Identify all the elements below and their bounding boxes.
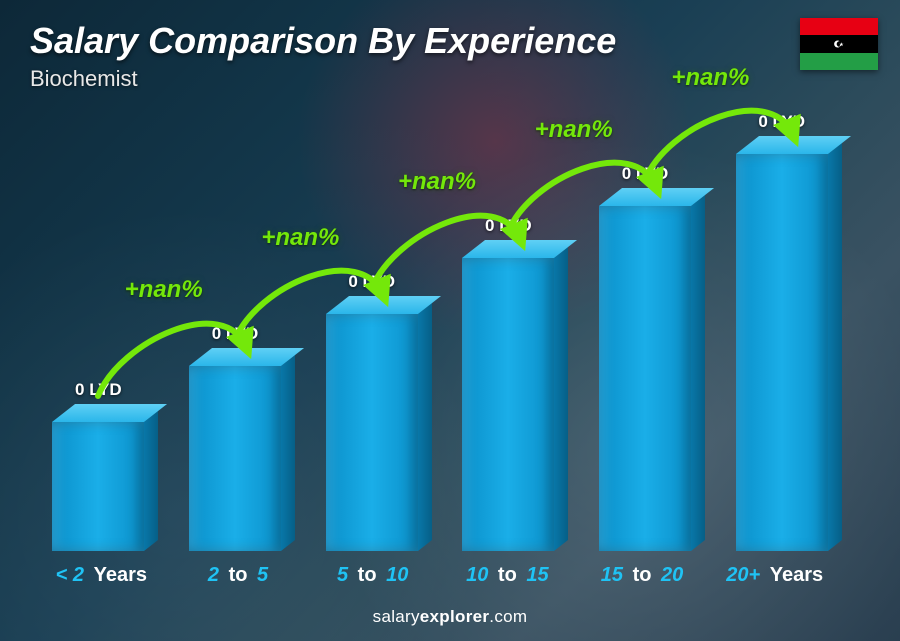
x-label-part-b: Years — [770, 564, 823, 586]
flag-stripe-bottom — [800, 53, 878, 70]
x-label-part-a: 20+ — [726, 564, 760, 586]
bar-side-face — [554, 247, 568, 551]
bar-front — [462, 258, 554, 551]
x-label-3: 10 to 15 — [440, 564, 575, 587]
bar3d — [462, 258, 554, 551]
bar-side-face — [144, 411, 158, 551]
bar-3: 0 LYD — [446, 120, 571, 551]
bar3d — [736, 154, 828, 551]
bar-value-label: 0 LYD — [348, 272, 395, 292]
bar3d — [52, 422, 144, 551]
bar-5: 0 LYD — [719, 120, 844, 551]
page-title: Salary Comparison By Experience — [30, 20, 616, 62]
x-label-part-b: to — [229, 564, 248, 586]
flag-stripe-mid — [800, 35, 878, 52]
bar-side-face — [281, 355, 295, 551]
x-label-part-a: 15 — [601, 564, 623, 586]
bar-0: 0 LYD — [36, 120, 161, 551]
bar-1: 0 LYD — [173, 120, 298, 551]
x-label-part-a: 10 — [466, 564, 488, 586]
bar-front — [599, 206, 691, 551]
x-axis-labels: < 2 Years2 to 55 to 1010 to 1515 to 2020… — [30, 564, 850, 587]
x-label-part-a: 2 — [208, 564, 219, 586]
x-label-part-c: 5 — [257, 564, 268, 586]
flag-crescent-star-icon — [832, 37, 846, 51]
x-label-part-a: 5 — [337, 564, 348, 586]
bar-front — [189, 366, 281, 551]
x-label-part-b: to — [633, 564, 652, 586]
bar-value-label: 0 LYD — [622, 164, 669, 184]
bar-front — [326, 314, 418, 551]
libya-flag-icon — [800, 18, 878, 70]
bar-side-face — [828, 143, 842, 551]
x-label-part-b: to — [498, 564, 517, 586]
x-label-part-c: 20 — [661, 564, 683, 586]
x-label-part-a: < 2 — [56, 564, 84, 586]
x-label-5: 20+ Years — [709, 564, 844, 587]
bar-front — [736, 154, 828, 551]
x-label-part-b: Years — [94, 564, 147, 586]
x-label-1: 2 to 5 — [171, 564, 306, 587]
bar3d — [326, 314, 418, 551]
bars-container: 0 LYD 0 LYD 0 LYD 0 LYD 0 LYD 0 LYD — [30, 120, 850, 551]
page-subtitle: Biochemist — [30, 66, 138, 92]
chart-stage: Salary Comparison By Experience Biochemi… — [0, 0, 900, 641]
bar-4: 0 LYD — [583, 120, 708, 551]
footer-brand-right: explorer — [420, 607, 490, 626]
delta-label-4: +nan% — [671, 64, 749, 92]
bar-value-label: 0 LYD — [485, 216, 532, 236]
x-label-part-c: 10 — [386, 564, 408, 586]
bar3d — [189, 366, 281, 551]
x-label-4: 15 to 20 — [575, 564, 710, 587]
bar-value-label: 0 LYD — [75, 380, 122, 400]
bar-2: 0 LYD — [309, 120, 434, 551]
bar-side-face — [691, 195, 705, 551]
bar-value-label: 0 LYD — [212, 324, 259, 344]
bar-side-face — [418, 303, 432, 551]
bar-value-label: 0 LYD — [758, 112, 805, 132]
flag-stripe-top — [800, 18, 878, 35]
x-label-2: 5 to 10 — [305, 564, 440, 587]
footer-brand-left: salary — [373, 607, 420, 626]
bar-chart: 0 LYD0 LYD0 LYD0 LYD0 LYD0 LYD +nan%+nan… — [30, 120, 850, 551]
bar-front — [52, 422, 144, 551]
bar3d — [599, 206, 691, 551]
x-label-0: < 2 Years — [36, 564, 171, 587]
x-label-part-c: 15 — [526, 564, 548, 586]
x-label-part-b: to — [358, 564, 377, 586]
footer-attribution: salaryexplorer.com — [0, 607, 900, 627]
footer-domain: .com — [489, 607, 527, 626]
